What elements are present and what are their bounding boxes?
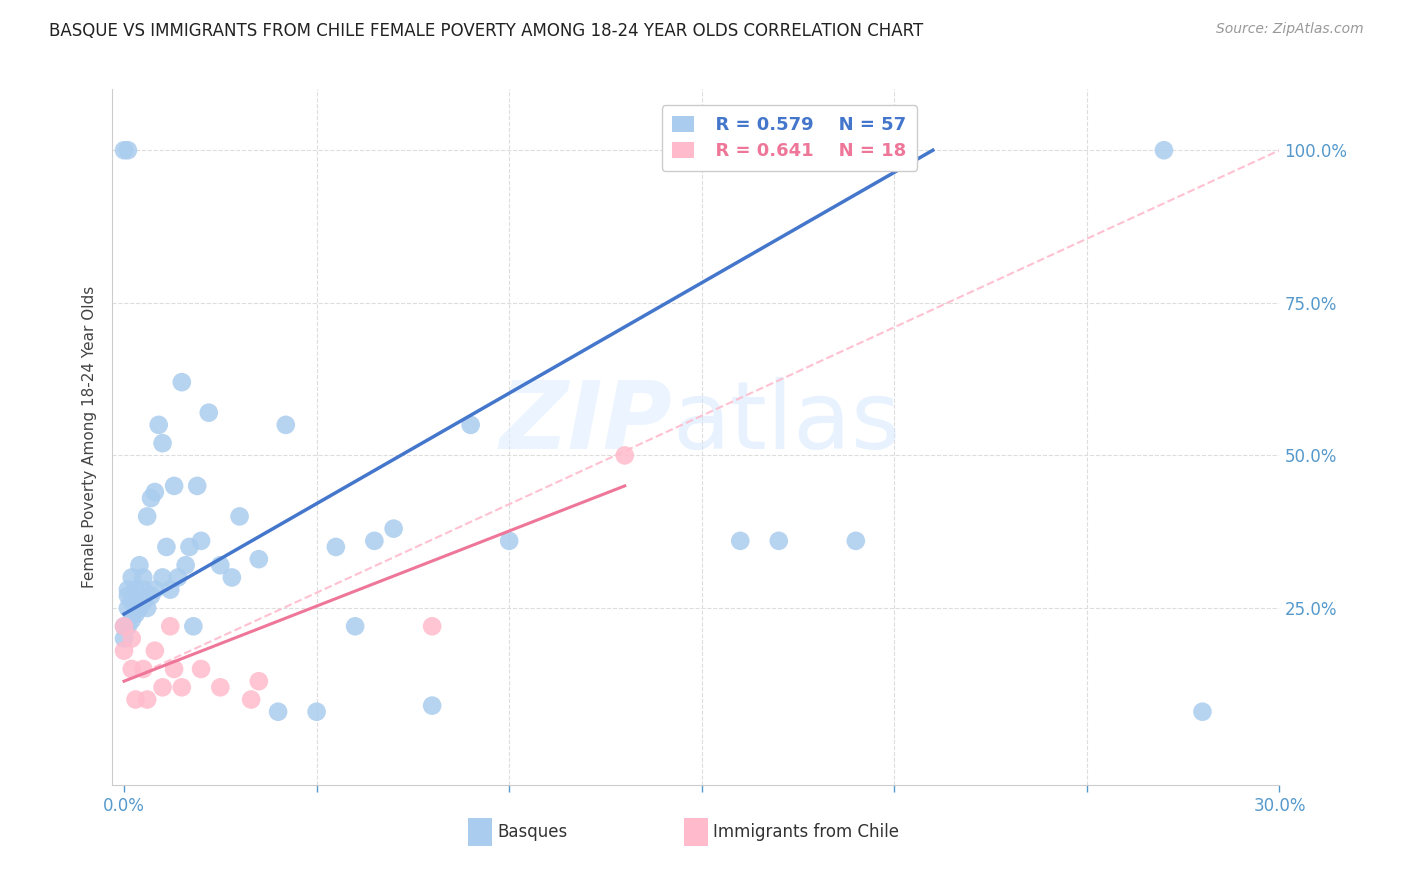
Point bbox=[121, 613, 143, 627]
Point bbox=[170, 681, 193, 695]
Bar bbox=[468, 818, 492, 847]
Point bbox=[382, 522, 405, 536]
Point bbox=[128, 601, 150, 615]
Point bbox=[124, 692, 146, 706]
Point bbox=[159, 582, 181, 597]
Text: Immigrants from Chile: Immigrants from Chile bbox=[713, 823, 900, 841]
Point bbox=[139, 491, 162, 505]
Point bbox=[613, 449, 636, 463]
Point bbox=[325, 540, 347, 554]
Point bbox=[136, 509, 159, 524]
Point bbox=[190, 662, 212, 676]
Point bbox=[152, 681, 174, 695]
Point bbox=[1191, 705, 1213, 719]
Point bbox=[190, 533, 212, 548]
Point bbox=[247, 674, 270, 689]
Point bbox=[143, 582, 166, 597]
Point bbox=[136, 601, 159, 615]
Point bbox=[155, 540, 177, 554]
Point bbox=[221, 570, 243, 584]
Point bbox=[121, 632, 143, 646]
Point bbox=[768, 533, 790, 548]
Point bbox=[240, 692, 263, 706]
Point bbox=[167, 570, 190, 584]
Point bbox=[305, 705, 328, 719]
Point bbox=[117, 582, 139, 597]
Point bbox=[420, 619, 443, 633]
Point bbox=[139, 589, 162, 603]
Y-axis label: Female Poverty Among 18-24 Year Olds: Female Poverty Among 18-24 Year Olds bbox=[82, 286, 97, 588]
Point bbox=[143, 643, 166, 657]
Point bbox=[132, 662, 155, 676]
Legend:   R = 0.579    N = 57,   R = 0.641    N = 18: R = 0.579 N = 57, R = 0.641 N = 18 bbox=[661, 105, 917, 170]
Point bbox=[209, 681, 232, 695]
Text: atlas: atlas bbox=[672, 377, 901, 469]
Point bbox=[197, 406, 219, 420]
Point bbox=[132, 595, 155, 609]
Point bbox=[132, 582, 155, 597]
Point bbox=[148, 417, 170, 432]
Point bbox=[845, 533, 868, 548]
Point bbox=[460, 417, 482, 432]
Text: BASQUE VS IMMIGRANTS FROM CHILE FEMALE POVERTY AMONG 18-24 YEAR OLDS CORRELATION: BASQUE VS IMMIGRANTS FROM CHILE FEMALE P… bbox=[49, 22, 924, 40]
Point bbox=[121, 595, 143, 609]
Point bbox=[209, 558, 232, 573]
Point bbox=[112, 619, 135, 633]
Text: Basques: Basques bbox=[498, 823, 568, 841]
Point bbox=[121, 662, 143, 676]
Point bbox=[247, 552, 270, 566]
Point bbox=[112, 143, 135, 157]
Point bbox=[179, 540, 201, 554]
Point bbox=[344, 619, 367, 633]
Point bbox=[121, 570, 143, 584]
Bar bbox=[685, 818, 707, 847]
Point bbox=[420, 698, 443, 713]
Point bbox=[498, 533, 520, 548]
Point bbox=[112, 643, 135, 657]
Point bbox=[117, 619, 139, 633]
Point bbox=[117, 589, 139, 603]
Point bbox=[183, 619, 205, 633]
Point bbox=[132, 570, 155, 584]
Point bbox=[124, 582, 146, 597]
Point bbox=[174, 558, 197, 573]
Text: ZIP: ZIP bbox=[499, 377, 672, 469]
Point bbox=[152, 436, 174, 450]
Point bbox=[117, 143, 139, 157]
Point bbox=[136, 692, 159, 706]
Point bbox=[170, 375, 193, 389]
Point bbox=[159, 619, 181, 633]
Point bbox=[112, 619, 135, 633]
Point bbox=[163, 662, 186, 676]
Point bbox=[163, 479, 186, 493]
Point bbox=[186, 479, 208, 493]
Point bbox=[274, 417, 297, 432]
Text: Source: ZipAtlas.com: Source: ZipAtlas.com bbox=[1216, 22, 1364, 37]
Point bbox=[228, 509, 250, 524]
Point bbox=[363, 533, 385, 548]
Point bbox=[128, 558, 150, 573]
Point bbox=[143, 485, 166, 500]
Point bbox=[730, 533, 752, 548]
Point bbox=[124, 607, 146, 621]
Point bbox=[1153, 143, 1175, 157]
Point bbox=[117, 601, 139, 615]
Point bbox=[152, 570, 174, 584]
Point bbox=[267, 705, 290, 719]
Point bbox=[112, 632, 135, 646]
